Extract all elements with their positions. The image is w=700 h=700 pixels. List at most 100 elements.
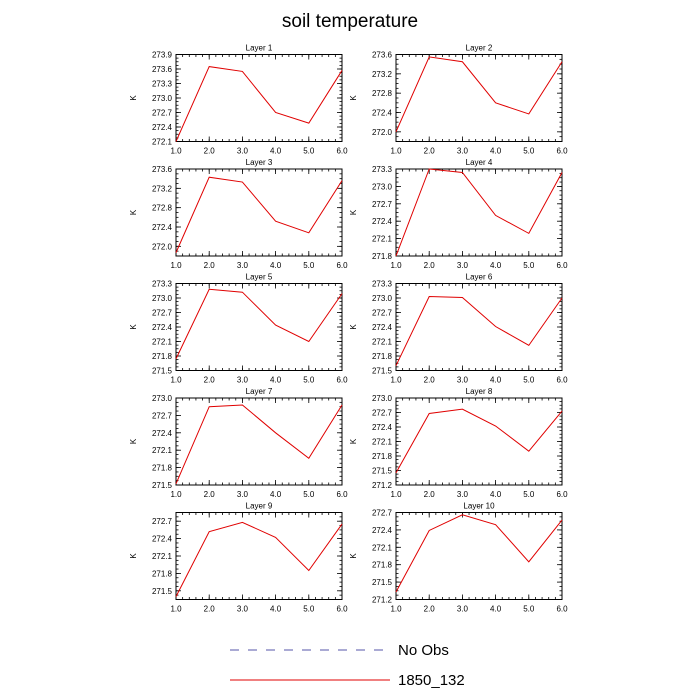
legend-label-1850-132: 1850_132 [398,672,465,689]
y-tick-label: 272.8 [372,89,393,98]
y-tick-label: 271.2 [372,596,393,605]
x-tick-label: 2.0 [204,261,216,270]
x-tick-label: 3.0 [457,261,469,270]
series-line-1850-132-layer-8 [395,408,563,474]
y-tick-label: 272.1 [372,235,393,244]
panel-title-layer-4: Layer 4 [466,158,493,167]
y-tick-label: 272.4 [372,323,393,332]
x-tick-label: 2.0 [424,490,436,499]
x-tick-label: 5.0 [303,261,315,270]
y-tick-label: 271.5 [372,467,393,476]
y-tick-label: 273.0 [152,94,173,103]
y-tick-label: 272.1 [152,338,173,347]
y-axis-label-layer-5: K [129,324,138,330]
plot-frame-layer-7 [175,397,343,486]
x-tick-label: 3.0 [237,261,249,270]
y-tick-label: 271.8 [152,464,173,473]
x-tick-label: 4.0 [490,376,502,385]
y-tick-label: 273.2 [152,184,173,193]
y-tick-label: 272.7 [372,200,393,209]
y-tick-label: 273.9 [152,51,173,60]
x-tick-label: 3.0 [457,490,469,499]
x-tick-label: 4.0 [490,605,502,614]
series-line-1850-132-layer-2 [395,56,563,133]
x-tick-label: 3.0 [457,605,469,614]
x-tick-label: 1.0 [390,147,402,156]
y-tick-label: 271.8 [152,569,173,578]
plot-frame-layer-6 [395,283,563,371]
y-tick-label: 271.2 [372,481,393,490]
y-axis-label-layer-8: K [349,438,358,444]
y-tick-label: 272.4 [372,217,393,226]
plot-frame-layer-9 [175,512,343,600]
x-tick-label: 1.0 [170,490,182,499]
y-tick-label: 271.5 [152,481,173,490]
y-tick-label: 271.5 [372,367,393,376]
panel-layer-9: Layer 9 271.5 271.8 272.1 272.4 272.7 1.0 2.0 3.… [129,502,348,614]
x-tick-label: 3.0 [457,376,469,385]
x-tick-label: 5.0 [523,147,535,156]
plot-frame-layer-4 [395,168,563,257]
y-tick-label: 272.7 [372,309,393,318]
x-tick-label: 5.0 [523,261,535,270]
x-tick-label: 6.0 [556,376,568,385]
x-tick-label: 3.0 [237,605,249,614]
panel-title-layer-7: Layer 7 [246,387,273,396]
x-tick-label: 6.0 [556,490,568,499]
y-tick-label: 273.0 [372,182,393,191]
plot-frame-layer-2 [395,54,563,142]
y-tick-label: 272.1 [372,438,393,447]
y-tick-label: 272.4 [372,526,393,535]
x-tick-label: 6.0 [336,261,348,270]
series-line-1850-132-layer-6 [395,296,563,366]
x-tick-label: 6.0 [556,605,568,614]
x-tick-label: 1.0 [170,605,182,614]
panel-layer-8: Layer 8 271.2 271.5 271.8 272.1 272.4 272.7 273… [349,387,568,499]
figure-title: soil temperature [282,11,418,32]
x-tick-label: 3.0 [457,147,469,156]
series-line-1850-132-layer-1 [175,66,343,142]
y-tick-label: 271.8 [372,252,393,261]
y-tick-label: 272.1 [152,446,173,455]
y-tick-label: 272.8 [152,204,173,213]
x-tick-label: 5.0 [303,490,315,499]
y-tick-label: 272.7 [152,517,173,526]
x-tick-label: 2.0 [424,261,436,270]
x-tick-label: 1.0 [170,147,182,156]
panel-layer-2: Layer 2 272.0 272.4 272.8 273.2 273.6 1.0 2.0 3.… [349,44,568,156]
y-tick-label: 271.8 [372,561,393,570]
series-line-1850-132-layer-7 [175,404,343,485]
panel-grid: Layer 1 272.1 272.4 272.7 273.0 273.3 273.6 273… [129,44,568,614]
y-tick-label: 271.8 [372,452,393,461]
x-tick-label: 4.0 [490,147,502,156]
x-tick-label: 4.0 [270,490,282,499]
x-tick-label: 3.0 [237,376,249,385]
y-tick-label: 273.6 [152,65,173,74]
x-tick-label: 1.0 [390,261,402,270]
x-tick-label: 4.0 [270,376,282,385]
panel-layer-4: Layer 4 271.8 272.1 272.4 272.7 273.0 273.3 1.0… [349,158,568,270]
x-tick-label: 1.0 [170,376,182,385]
y-axis-label-layer-3: K [129,209,138,215]
panel-layer-7: Layer 7 271.5 271.8 272.1 272.4 272.7 273.0 1.0… [129,387,348,499]
panel-title-layer-8: Layer 8 [466,387,493,396]
series-line-1850-132-layer-4 [395,168,563,257]
x-tick-label: 4.0 [270,605,282,614]
panel-layer-3: Layer 3 272.0 272.4 272.8 273.2 273.6 1.0 2.0 3.… [129,158,348,270]
x-tick-label: 1.0 [170,261,182,270]
x-tick-label: 1.0 [390,605,402,614]
y-axis-label-layer-7: K [129,438,138,444]
y-tick-label: 272.4 [372,109,393,118]
panel-title-layer-3: Layer 3 [246,158,273,167]
x-tick-label: 2.0 [204,147,216,156]
x-tick-label: 6.0 [336,376,348,385]
y-tick-label: 272.4 [152,535,173,544]
y-tick-label: 272.7 [372,509,393,518]
x-tick-label: 6.0 [556,147,568,156]
y-tick-label: 271.5 [152,587,173,596]
plot-frame-layer-10 [395,512,563,600]
y-tick-label: 271.5 [372,578,393,587]
plot-frame-layer-3 [175,168,343,257]
x-tick-label: 5.0 [523,490,535,499]
